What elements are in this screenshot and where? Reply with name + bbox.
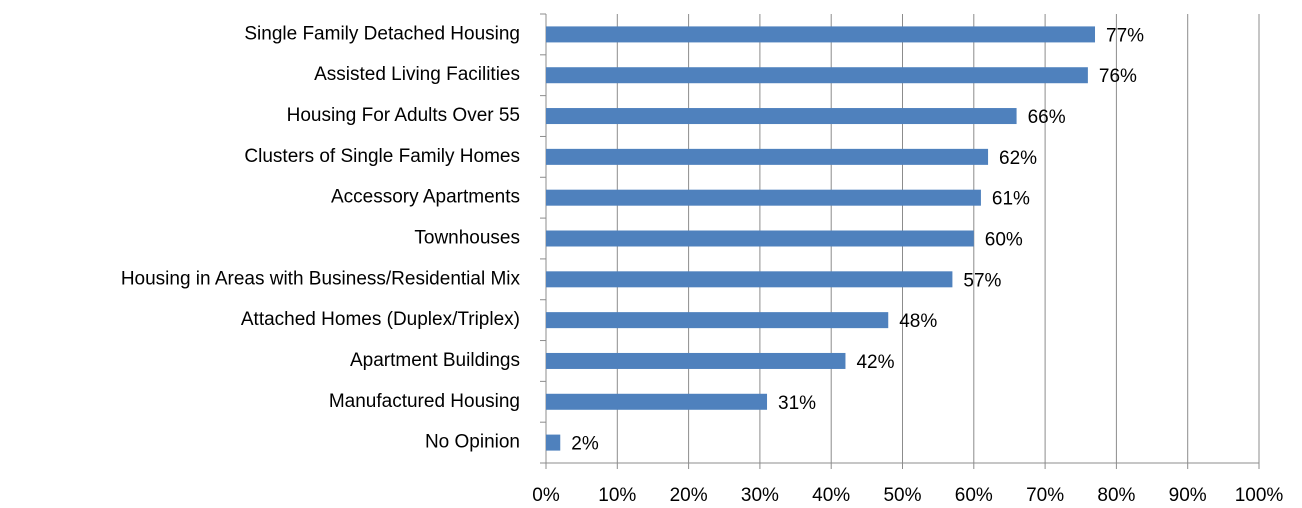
y-tick-label: Attached Homes (Duplex/Triplex) [241,309,520,330]
data-label: 66% [1028,107,1066,128]
bar [546,230,974,247]
x-tick-label: 60% [955,485,993,506]
bar [546,26,1096,43]
y-tick-label: Apartment Buildings [350,350,520,371]
bar [546,148,989,165]
bar [546,271,953,288]
y-tick-label: Townhouses [414,228,520,249]
y-tick-label: No Opinion [425,432,520,453]
x-tick-label: 20% [670,485,708,506]
x-tick-label: 80% [1097,485,1135,506]
bar [546,393,768,410]
data-label: 76% [1099,66,1137,87]
x-tick-label: 70% [1026,485,1064,506]
y-tick-label: Manufactured Housing [329,391,520,412]
data-label: 31% [778,393,816,414]
bar [546,312,889,329]
y-tick-label: Assisted Living Facilities [314,64,520,85]
y-tick-label: Housing in Areas with Business/Residenti… [121,268,521,289]
y-tick-label: Housing For Adults Over 55 [287,105,520,126]
x-tick-label: 50% [883,485,921,506]
x-tick-label: 90% [1169,485,1207,506]
data-label: 60% [985,230,1023,251]
bar [546,434,561,451]
data-label: 61% [992,189,1030,210]
y-tick-label: Single Family Detached Housing [244,23,520,44]
bar [546,352,846,369]
x-tick-label: 40% [812,485,850,506]
data-label: 42% [856,352,894,373]
data-label: 57% [963,270,1001,291]
y-tick-label: Accessory Apartments [331,187,520,208]
data-label: 48% [899,311,937,332]
bar [546,67,1088,84]
x-tick-label: 0% [532,485,560,506]
data-label: 77% [1106,25,1144,46]
bar [546,189,981,206]
data-label: 62% [999,148,1037,169]
bar [546,108,1017,125]
x-tick-label: 100% [1235,485,1284,506]
y-tick-label: Clusters of Single Family Homes [244,146,520,167]
x-tick-label: 10% [598,485,636,506]
x-tick-label: 30% [741,485,779,506]
data-label: 2% [571,434,599,455]
